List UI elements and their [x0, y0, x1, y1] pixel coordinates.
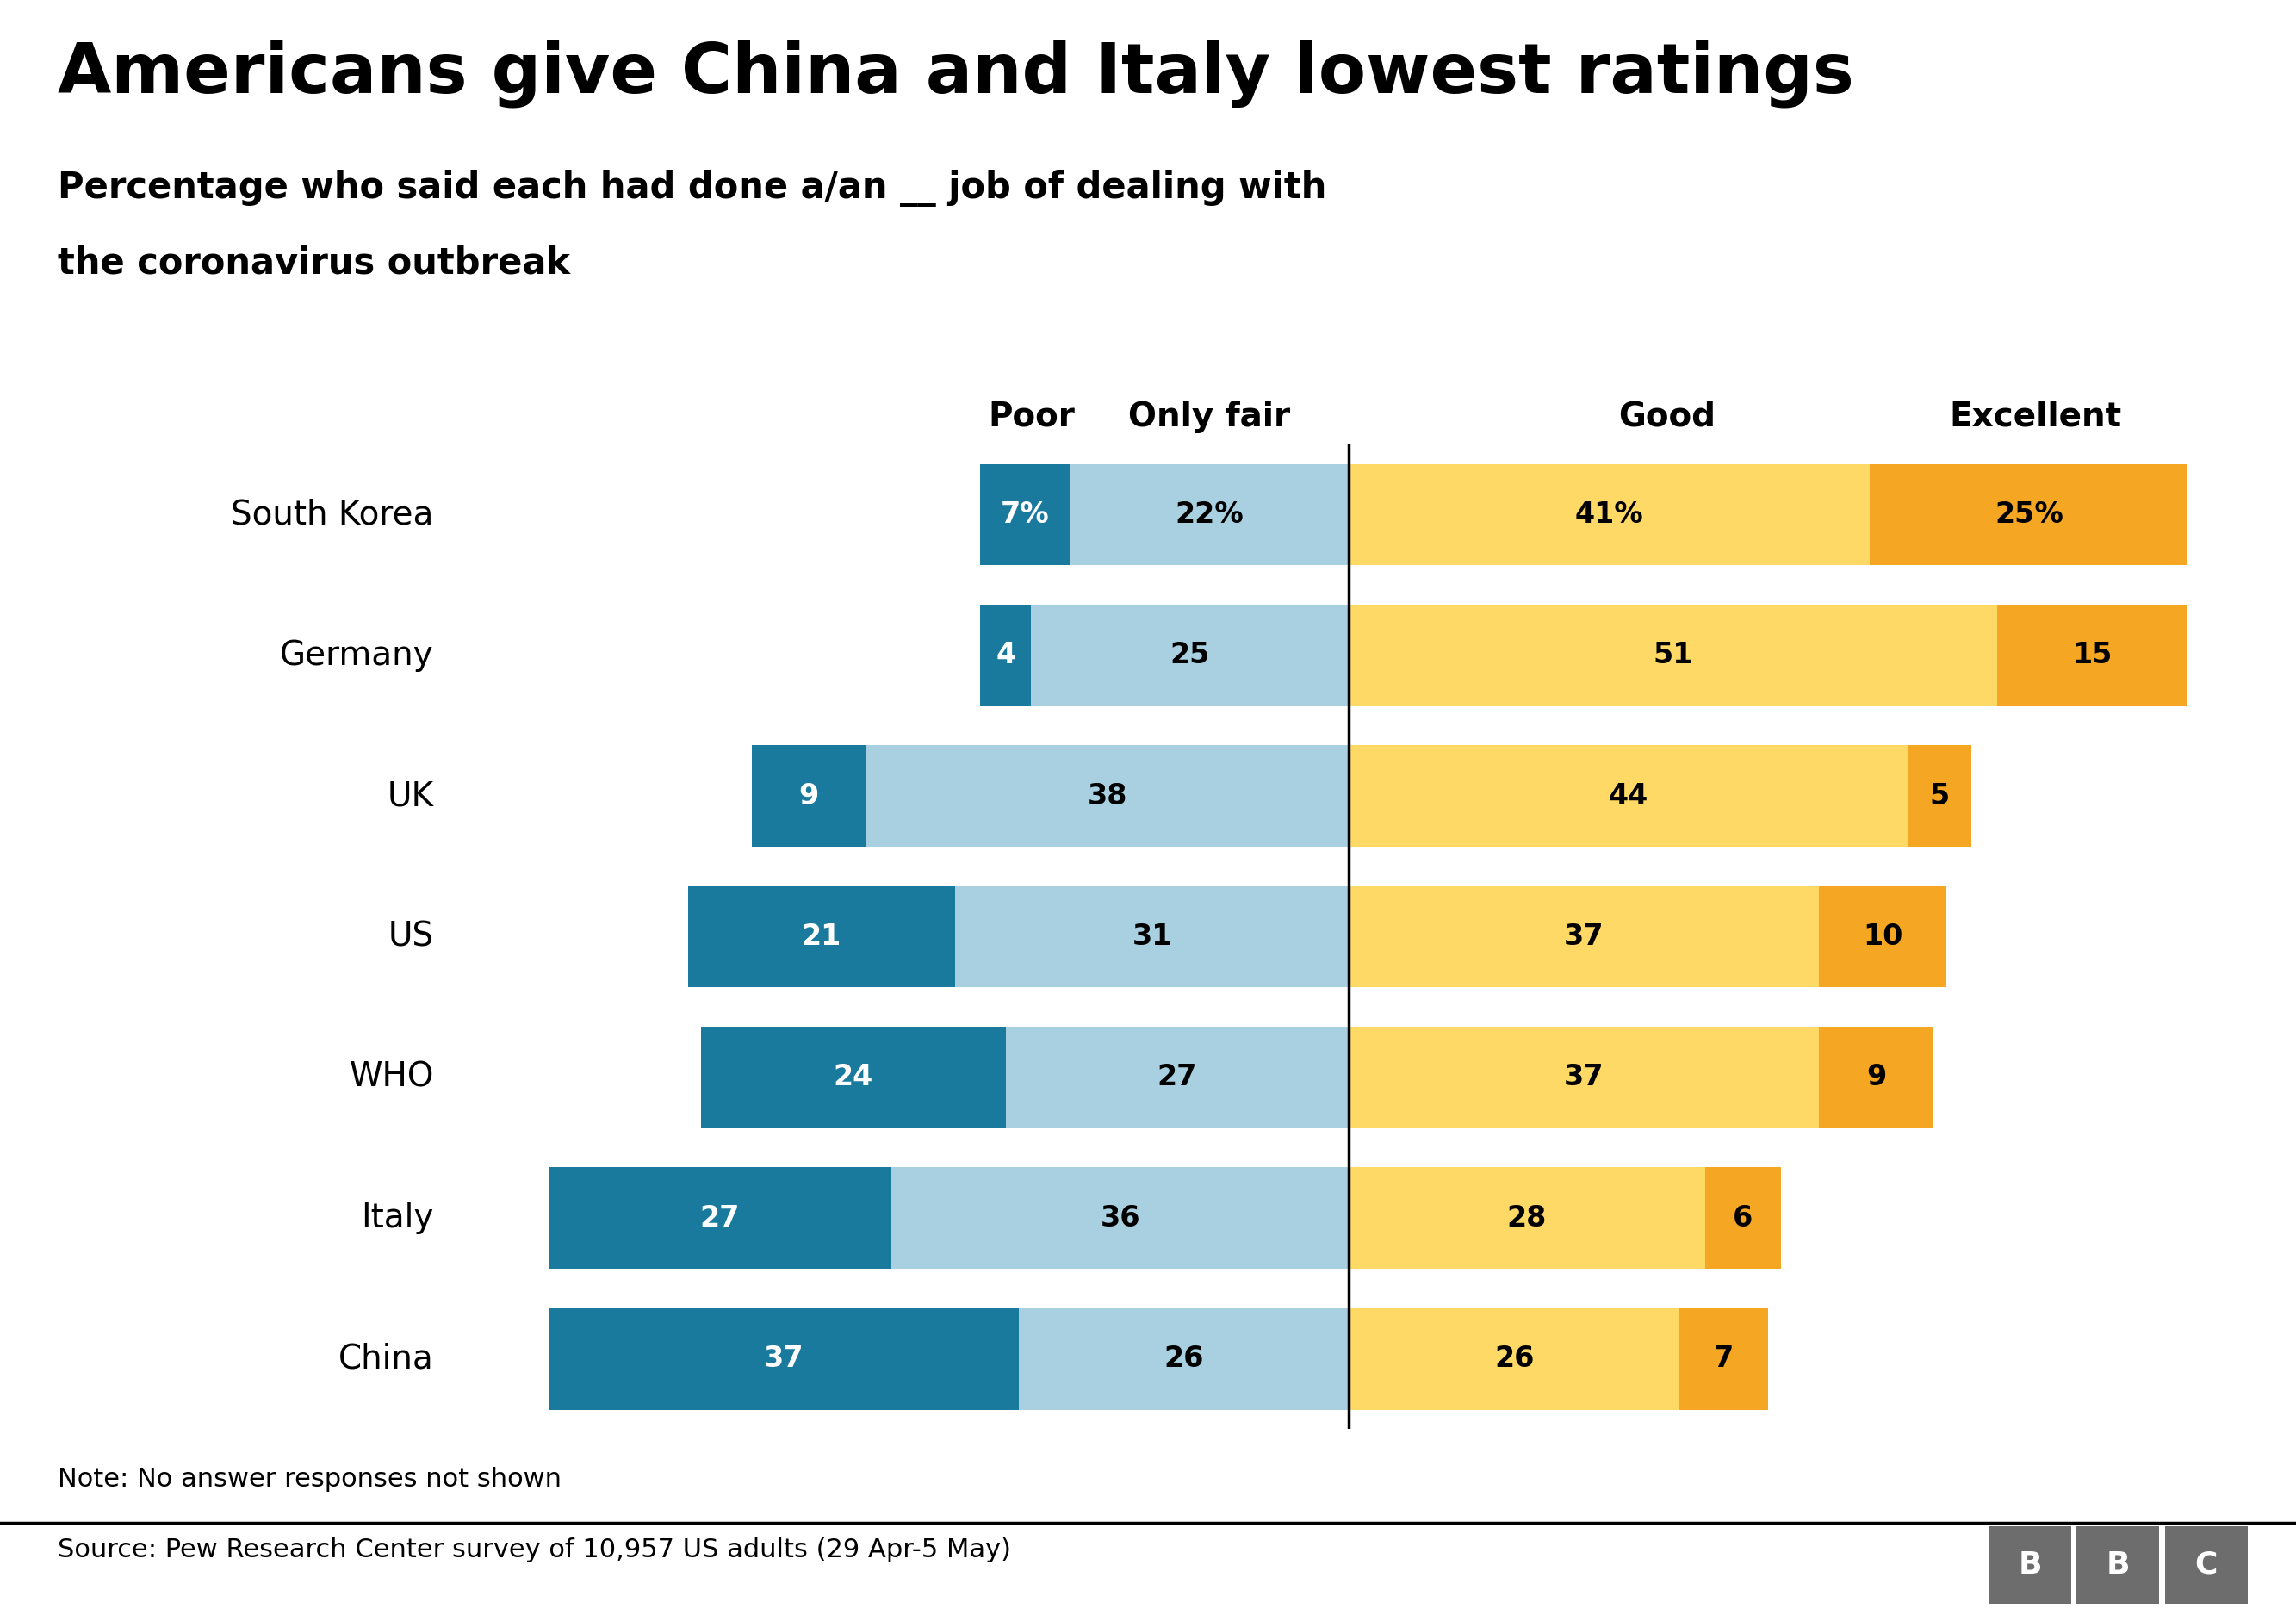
- Text: C: C: [2195, 1550, 2218, 1579]
- Text: B: B: [2018, 1550, 2041, 1579]
- Text: 6: 6: [1733, 1203, 1752, 1232]
- Text: 36: 36: [1100, 1203, 1141, 1232]
- Text: 31: 31: [1132, 922, 1171, 951]
- Text: Good: Good: [1619, 401, 1715, 433]
- Text: 9: 9: [1867, 1063, 1887, 1092]
- Bar: [1350, 887, 1818, 987]
- Bar: [1908, 745, 1972, 846]
- Bar: [2076, 1526, 2161, 1604]
- Bar: [549, 1168, 891, 1269]
- Text: 41%: 41%: [1575, 501, 1644, 528]
- Text: 7: 7: [1713, 1345, 1733, 1373]
- Text: WHO: WHO: [349, 1061, 434, 1093]
- Text: B: B: [2105, 1550, 2131, 1579]
- Bar: [1818, 1027, 1933, 1129]
- Text: 7%: 7%: [1001, 501, 1049, 528]
- Text: 24: 24: [833, 1063, 872, 1092]
- Text: 38: 38: [1088, 782, 1127, 811]
- Text: 25%: 25%: [1995, 501, 2064, 528]
- Text: 37: 37: [1564, 1063, 1605, 1092]
- Bar: [1678, 1308, 1768, 1410]
- Bar: [1350, 464, 1869, 565]
- Text: Only fair: Only fair: [1127, 401, 1290, 433]
- Text: 51: 51: [1653, 641, 1692, 670]
- Text: the coronavirus outbreak: the coronavirus outbreak: [57, 245, 569, 281]
- Bar: [1350, 745, 1908, 846]
- Text: China: China: [338, 1342, 434, 1376]
- Bar: [1019, 1308, 1350, 1410]
- Text: Source: Pew Research Center survey of 10,957 US adults (29 Apr-5 May): Source: Pew Research Center survey of 10…: [57, 1537, 1010, 1562]
- Bar: [1350, 1168, 1706, 1269]
- Bar: [1818, 887, 1947, 987]
- Bar: [1869, 464, 2188, 565]
- Text: 21: 21: [801, 922, 840, 951]
- Text: 25: 25: [1171, 641, 1210, 670]
- Bar: [689, 887, 955, 987]
- Bar: [955, 887, 1350, 987]
- Bar: [1031, 604, 1350, 706]
- Text: 9: 9: [799, 782, 820, 811]
- Bar: [1070, 464, 1350, 565]
- Text: 27: 27: [1157, 1063, 1196, 1092]
- Text: Note: No answer responses not shown: Note: No answer responses not shown: [57, 1466, 560, 1491]
- Bar: [700, 1027, 1006, 1129]
- Text: Excellent: Excellent: [1949, 401, 2122, 433]
- Bar: [891, 1168, 1350, 1269]
- Text: US: US: [388, 921, 434, 953]
- Text: 26: 26: [1164, 1345, 1203, 1373]
- Text: 15: 15: [2073, 641, 2112, 670]
- Text: 37: 37: [1564, 922, 1605, 951]
- Text: UK: UK: [388, 780, 434, 812]
- Bar: [549, 1308, 1019, 1410]
- Text: 44: 44: [1609, 782, 1649, 811]
- Text: 28: 28: [1506, 1203, 1548, 1232]
- Bar: [1350, 1027, 1818, 1129]
- Bar: [866, 745, 1350, 846]
- Bar: [1998, 604, 2188, 706]
- Text: 22%: 22%: [1176, 501, 1244, 528]
- Text: Americans give China and Italy lowest ratings: Americans give China and Italy lowest ra…: [57, 40, 1853, 108]
- Bar: [1350, 604, 1998, 706]
- Text: South Korea: South Korea: [232, 497, 434, 531]
- Bar: [2165, 1526, 2248, 1604]
- Bar: [751, 745, 866, 846]
- Bar: [1006, 1027, 1350, 1129]
- Bar: [1988, 1526, 2071, 1604]
- Text: Percentage who said each had done a/an __ job of dealing with: Percentage who said each had done a/an _…: [57, 170, 1327, 207]
- Text: 37: 37: [762, 1345, 804, 1373]
- Bar: [1350, 1308, 1678, 1410]
- Text: 10: 10: [1862, 922, 1903, 951]
- Bar: [1706, 1168, 1782, 1269]
- Bar: [980, 604, 1031, 706]
- Text: 5: 5: [1931, 782, 1949, 811]
- Text: 27: 27: [700, 1203, 739, 1232]
- Text: 4: 4: [996, 641, 1015, 670]
- Text: Germany: Germany: [280, 640, 434, 672]
- Text: 26: 26: [1495, 1345, 1534, 1373]
- Bar: [980, 464, 1070, 565]
- Text: Italy: Italy: [360, 1202, 434, 1234]
- Text: Poor: Poor: [987, 401, 1075, 433]
